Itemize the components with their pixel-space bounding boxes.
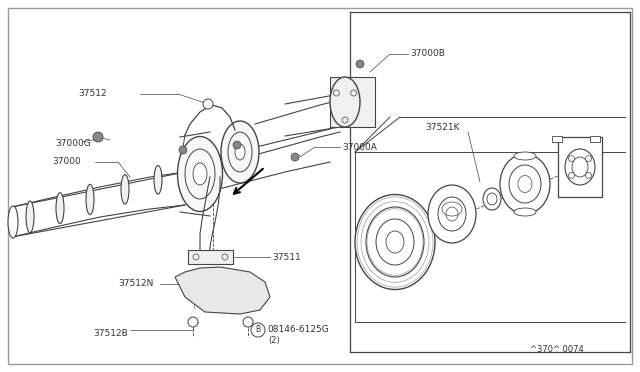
Text: 37000A: 37000A [342, 142, 377, 151]
Circle shape [188, 317, 198, 327]
Circle shape [222, 254, 228, 260]
Text: 37000G: 37000G [55, 140, 91, 148]
Text: ^370^ 0074: ^370^ 0074 [530, 346, 584, 355]
Text: B: B [255, 326, 260, 334]
Ellipse shape [177, 137, 223, 212]
Circle shape [586, 173, 591, 179]
Ellipse shape [376, 219, 414, 265]
Ellipse shape [193, 163, 207, 185]
Circle shape [586, 155, 591, 161]
Ellipse shape [500, 154, 550, 214]
Ellipse shape [228, 132, 252, 172]
Ellipse shape [483, 188, 501, 210]
Circle shape [291, 153, 299, 161]
Text: (2): (2) [268, 336, 280, 344]
Circle shape [351, 90, 356, 96]
Circle shape [179, 146, 187, 154]
Circle shape [233, 141, 241, 149]
Circle shape [93, 132, 103, 142]
Bar [188, 250, 233, 264]
Ellipse shape [366, 207, 424, 277]
Ellipse shape [518, 176, 532, 192]
Ellipse shape [86, 185, 94, 215]
Circle shape [243, 317, 253, 327]
Ellipse shape [121, 174, 129, 204]
Bar [558, 137, 602, 197]
Ellipse shape [221, 121, 259, 183]
Ellipse shape [386, 231, 404, 253]
Ellipse shape [185, 149, 215, 199]
Ellipse shape [514, 208, 536, 216]
Text: 37511: 37511 [272, 253, 301, 262]
Text: 37512B: 37512B [93, 328, 128, 337]
Ellipse shape [487, 193, 497, 205]
Circle shape [568, 155, 575, 161]
Ellipse shape [26, 201, 34, 232]
Ellipse shape [509, 165, 541, 203]
Ellipse shape [438, 197, 466, 231]
Text: 37512: 37512 [78, 90, 107, 99]
Ellipse shape [355, 195, 435, 289]
Bar [330, 77, 375, 127]
Ellipse shape [8, 206, 18, 238]
Ellipse shape [572, 157, 588, 177]
Text: 08146-6125G: 08146-6125G [267, 326, 329, 334]
Text: 37521K: 37521K [425, 122, 460, 131]
Ellipse shape [446, 207, 458, 221]
Ellipse shape [56, 193, 64, 224]
Bar [552, 136, 562, 142]
Circle shape [333, 90, 339, 96]
Ellipse shape [514, 152, 536, 160]
Polygon shape [175, 267, 270, 314]
Circle shape [342, 117, 348, 123]
Text: 37512N: 37512N [118, 279, 154, 289]
Circle shape [356, 60, 364, 68]
Ellipse shape [330, 77, 360, 127]
Text: 37000: 37000 [52, 157, 81, 167]
Text: 37000B: 37000B [410, 49, 445, 58]
Ellipse shape [154, 166, 162, 194]
Ellipse shape [235, 144, 245, 160]
Ellipse shape [210, 157, 220, 191]
Circle shape [568, 173, 575, 179]
Bar [590, 136, 600, 142]
Ellipse shape [565, 149, 595, 185]
Circle shape [193, 254, 199, 260]
Circle shape [251, 323, 265, 337]
Ellipse shape [428, 185, 476, 243]
Circle shape [203, 99, 213, 109]
